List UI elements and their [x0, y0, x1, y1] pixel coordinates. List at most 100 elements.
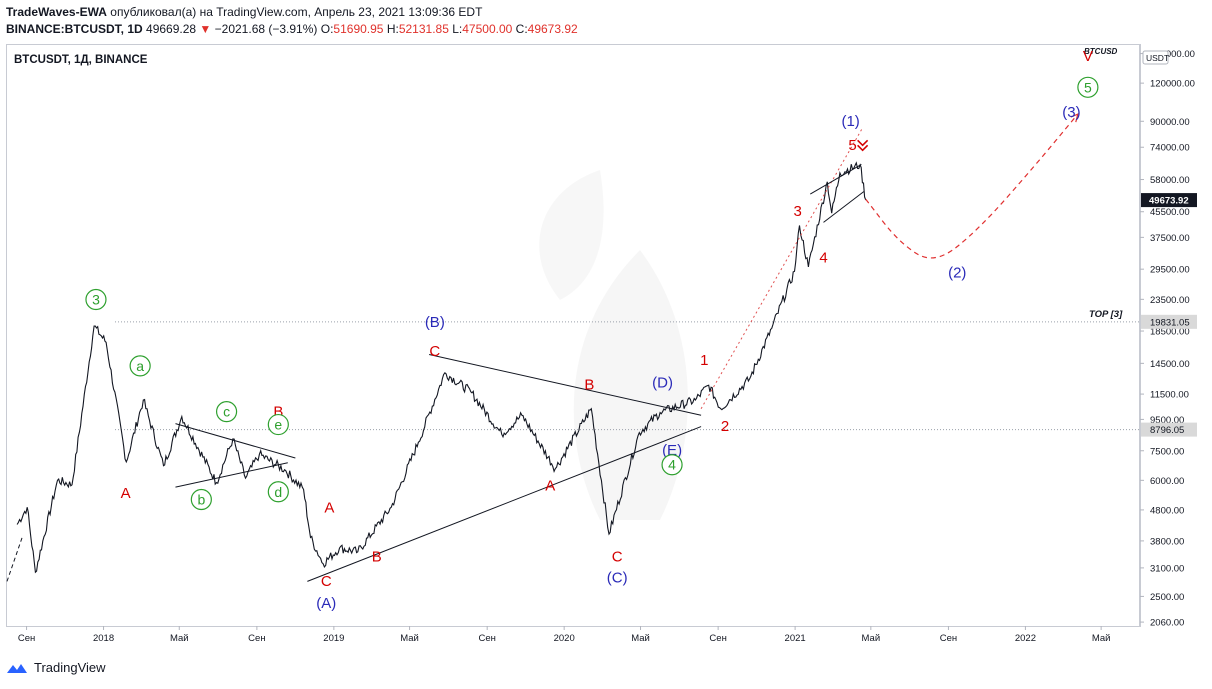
wave-label: C	[429, 343, 440, 360]
low-label: L:	[452, 22, 463, 36]
watermark-leaf-icon	[539, 170, 603, 300]
time-axis-tick-label: Сен	[478, 633, 495, 644]
brand-name: TradingView	[34, 660, 106, 675]
time-axis-tick-label: 2020	[554, 633, 575, 644]
price-axis-tick-label: 4800.00	[1150, 505, 1184, 516]
time-axis-tick-label: 2019	[323, 633, 344, 644]
close-value: 49673.92	[527, 22, 578, 36]
wave-label-circle	[215, 401, 238, 423]
price-axis-tick-label: 23500.00	[1150, 295, 1190, 306]
wave-label: e	[274, 417, 282, 433]
wave-label: c	[223, 404, 230, 420]
wave-label: C	[321, 573, 332, 590]
wave-label: d	[274, 484, 282, 500]
price-axis-tick-label: 45500.00	[1150, 207, 1190, 218]
wave-label: C	[612, 549, 623, 566]
price-axis-tick-label: 7500.00	[1150, 446, 1184, 457]
time-axis-tick-label: 2018	[93, 633, 114, 644]
trendline	[810, 163, 862, 195]
wave-label: B	[372, 549, 382, 566]
open-label: O:	[320, 22, 334, 36]
chart-plot-area[interactable]	[6, 44, 1140, 627]
double-chevron-down-icon	[857, 139, 869, 152]
wave-label-circle	[85, 288, 107, 311]
time-axis-tick-label: Сен	[248, 633, 265, 644]
trendline	[307, 426, 702, 582]
trendline	[700, 128, 863, 409]
wave-label: (B)	[425, 314, 445, 331]
forecast-path	[865, 113, 1079, 259]
wave-label: 4	[668, 457, 676, 473]
last-price-badge	[1141, 193, 1197, 208]
level-badge	[1141, 314, 1197, 329]
price-axis-tick-label: 3100.00	[1150, 563, 1184, 574]
wave-label: a	[136, 358, 144, 374]
wave-label: 3	[793, 203, 801, 220]
level-badge-label: 8796.05	[1150, 425, 1184, 436]
time-axis-tick-label: Май	[400, 633, 419, 644]
down-arrow-icon: ▼	[199, 22, 212, 36]
time-axis-tick-label: 2021	[785, 633, 806, 644]
published-text: опубликовал(а) на TradingView.com, Апрел…	[110, 5, 483, 19]
tradingview-logo-icon	[7, 663, 27, 673]
price-axis[interactable]	[1140, 44, 1212, 627]
low-value: 47500.00	[462, 22, 513, 36]
price-axis-tick-label: 150000.00	[1150, 49, 1195, 60]
wave-label: (2)	[948, 265, 966, 282]
wave-label: B	[273, 404, 283, 421]
lead-in-line	[6, 537, 23, 582]
time-axis-tick-label: Май	[862, 633, 881, 644]
wave-label: V	[1083, 48, 1093, 65]
price-axis-tick-label: 74000.00	[1150, 143, 1190, 154]
axis-unit-label: USDT	[1146, 53, 1169, 63]
trendline	[175, 462, 288, 488]
wave-label: b	[197, 492, 205, 508]
time-axis-tick-label: Сен	[940, 633, 957, 644]
unit-box	[1142, 50, 1169, 65]
wave-label: A	[324, 500, 334, 517]
open-value: 51690.95	[333, 22, 384, 36]
wave-label-circle	[190, 488, 212, 511]
last-price: 49669.28	[146, 22, 197, 36]
price-axis-tick-label: 2060.00	[1150, 618, 1184, 629]
level-badge	[1141, 422, 1197, 437]
price-axis-tick-label: 18500.00	[1150, 327, 1190, 338]
author-name[interactable]: TradeWaves-EWA	[6, 5, 107, 19]
level-badge-label: 19831.05	[1150, 317, 1190, 328]
symbol-interval: BINANCE:BTCUSDT, 1D	[6, 22, 143, 36]
time-axis-tick-label: Сен	[709, 633, 726, 644]
price-axis-tick-label: 120000.00	[1150, 79, 1195, 90]
wave-label-circle	[1077, 76, 1099, 98]
wave-label: 1	[700, 352, 708, 369]
wave-label: 2	[721, 418, 729, 435]
price-axis-tick-label: 14500.00	[1150, 359, 1190, 370]
wave-label: (A)	[316, 595, 336, 612]
wave-label: A	[121, 485, 131, 502]
level-label: TOP [3]	[1089, 309, 1123, 320]
symbol-ohlc-line: BINANCE:BTCUSDT, 1D 49669.28 ▼ −2021.68 …	[6, 22, 578, 36]
price-axis-tick-label: 37500.00	[1150, 233, 1190, 244]
time-axis-tick-label: Май	[1092, 633, 1111, 644]
trendline	[429, 354, 702, 416]
trendline	[175, 423, 296, 459]
wave-label-circle	[661, 454, 683, 476]
wave-label: (C)	[607, 569, 628, 586]
price-axis-tick-label: 90000.00	[1150, 117, 1190, 128]
wave-label: A	[545, 478, 555, 495]
wave-label: (3)	[1062, 104, 1080, 121]
forecast-arrow-icon	[1070, 113, 1079, 123]
price-axis-tick-label: 29500.00	[1150, 265, 1190, 276]
tradingview-logo[interactable]: TradingView	[6, 660, 106, 675]
wave-label: 5	[1084, 79, 1092, 95]
price-axis-tick-label: 11500.00	[1150, 390, 1189, 401]
panel-title: BTCUSDT, 1Д, BINANCE	[14, 54, 148, 66]
close-label: C:	[515, 22, 528, 36]
high-value: 52131.85	[398, 22, 449, 36]
wave-label: 3	[92, 292, 100, 308]
trendline	[823, 191, 865, 223]
price-axis-tick-label: 58000.00	[1150, 175, 1190, 186]
wave-label-circle	[129, 355, 151, 377]
axis-tag: BTCUSD	[1084, 47, 1118, 56]
wave-label: (1)	[841, 113, 859, 130]
